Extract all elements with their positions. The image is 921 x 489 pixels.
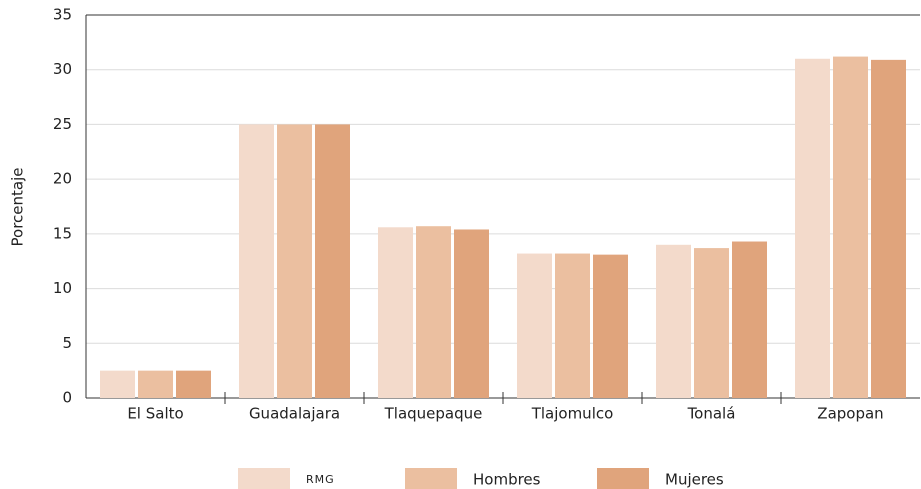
bar <box>239 124 274 398</box>
bar <box>454 229 489 398</box>
legend-label: Mujeres <box>665 471 724 489</box>
y-tick-label: 5 <box>62 334 72 352</box>
bar <box>176 370 211 398</box>
y-tick-label: 25 <box>53 115 72 133</box>
legend-swatch <box>597 468 649 489</box>
bar <box>694 248 729 398</box>
y-tick-label: 15 <box>53 224 72 242</box>
bar <box>517 253 552 398</box>
y-tick-label: 0 <box>62 389 72 407</box>
legend-label: RMG <box>306 473 335 486</box>
bar <box>833 56 868 398</box>
bar <box>555 253 590 398</box>
bar <box>277 124 312 398</box>
x-tick-label: El Salto <box>127 405 183 423</box>
bar <box>416 226 451 398</box>
legend-swatch <box>238 468 290 489</box>
bar <box>100 370 135 398</box>
bar <box>315 124 350 398</box>
x-tick-label: Tlajomulco <box>531 405 614 423</box>
y-tick-label: 35 <box>53 6 72 24</box>
x-tick-label: Tonalá <box>687 405 736 423</box>
legend-label: Hombres <box>473 471 541 489</box>
x-tick-label: Zapopan <box>817 405 883 423</box>
x-tick-label: Guadalajara <box>249 405 340 423</box>
y-tick-label: 10 <box>53 279 72 297</box>
bar <box>138 370 173 398</box>
bar <box>871 59 906 398</box>
bar <box>656 244 691 398</box>
bar <box>732 241 767 398</box>
y-tick-label: 20 <box>53 170 72 188</box>
legend-swatch <box>405 468 457 489</box>
bar <box>795 58 830 399</box>
bar <box>378 227 413 398</box>
x-tick-label: Tlaquepaque <box>384 405 483 423</box>
bar <box>593 254 628 398</box>
y-tick-label: 30 <box>53 60 72 78</box>
y-axis-label: Porcentaje <box>9 168 27 247</box>
